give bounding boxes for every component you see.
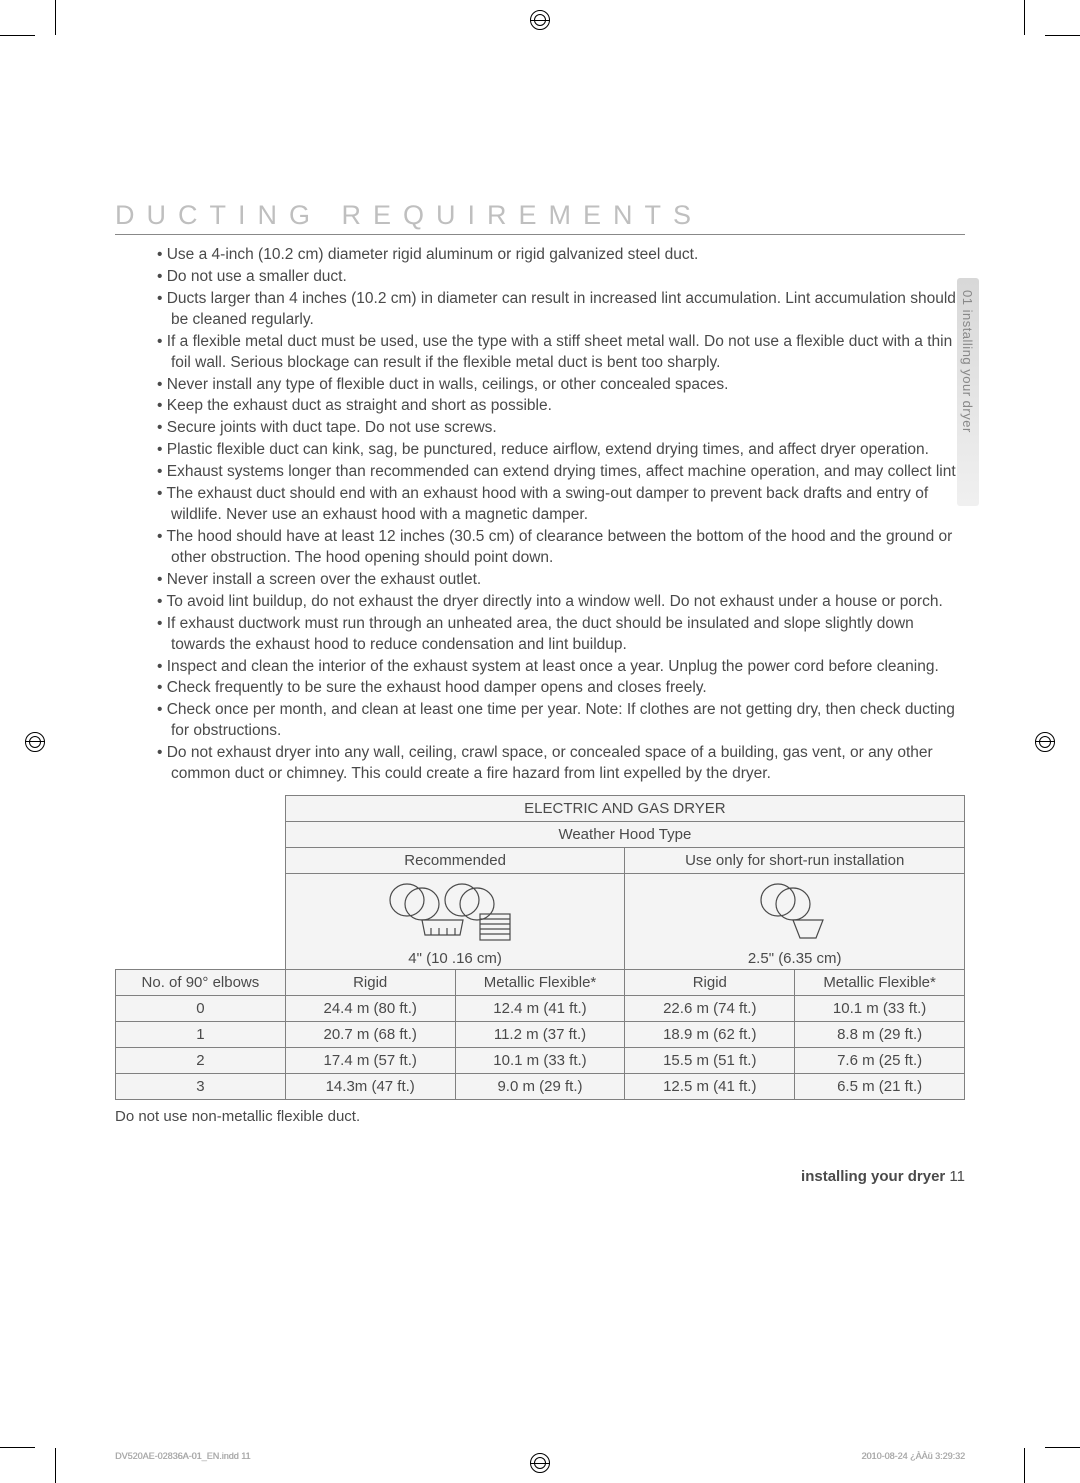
table-cell: 9.0 m (29 ft.)	[455, 1074, 625, 1100]
blank-cell	[116, 796, 286, 822]
bullet-item: To avoid lint buildup, do not exhaust th…	[157, 592, 965, 613]
duct-table: ELECTRIC AND GAS DRYER Weather Hood Type…	[115, 795, 965, 1100]
table-header-row: No. of 90° elbows Rigid Metallic Flexibl…	[116, 970, 965, 996]
print-footer-right: 2010-08-24 ¿ÀÀü 3:29:32	[861, 1451, 965, 1461]
bullet-item: Keep the exhaust duct as straight and sh…	[157, 396, 965, 417]
table-cell: 24.4 m (80 ft.)	[285, 996, 455, 1022]
bullet-item: Exhaust systems longer than recommended …	[157, 462, 965, 483]
table-title: ELECTRIC AND GAS DRYER	[285, 796, 964, 822]
table-cell: 1	[116, 1022, 286, 1048]
bullet-item: Check frequently to be sure the exhaust …	[157, 678, 965, 699]
table-cell: 14.3m (47 ft.)	[285, 1074, 455, 1100]
blank-cell	[116, 822, 286, 848]
col-rigid-1: Rigid	[285, 970, 455, 996]
table-cell: 0	[116, 996, 286, 1022]
hood-25in-label: 2.5" (6.35 cm)	[625, 950, 964, 967]
table-row: 024.4 m (80 ft.)12.4 m (41 ft.)22.6 m (7…	[116, 996, 965, 1022]
blank-cell	[116, 874, 286, 970]
table-cell: 10.1 m (33 ft.)	[455, 1048, 625, 1074]
table-cell: 15.5 m (51 ft.)	[625, 1048, 795, 1074]
table-subtitle: Weather Hood Type	[285, 822, 964, 848]
table-cell: 2	[116, 1048, 286, 1074]
section-heading: DUCTING REQUIREMENTS	[115, 60, 965, 235]
bullet-list: Use a 4-inch (10.2 cm) diameter rigid al…	[115, 245, 965, 785]
bullet-item: Inspect and clean the interior of the ex…	[157, 657, 965, 678]
bullet-item: Use a 4-inch (10.2 cm) diameter rigid al…	[157, 245, 965, 266]
bullet-item: If a flexible metal duct must be used, u…	[157, 332, 965, 374]
table-row: 314.3m (47 ft.)9.0 m (29 ft.)12.5 m (41 …	[116, 1074, 965, 1100]
hood-25in-icon	[750, 880, 840, 950]
bullet-item: Never install a screen over the exhaust …	[157, 570, 965, 591]
elbows-header: No. of 90° elbows	[116, 970, 286, 996]
table-footnote: Do not use non-metallic flexible duct.	[115, 1108, 965, 1125]
print-footer: DV520AE-02836A-01_EN.indd 11 2010-08-24 …	[115, 1451, 965, 1461]
table-cell: 22.6 m (74 ft.)	[625, 996, 795, 1022]
table-cell: 10.1 m (33 ft.)	[795, 996, 965, 1022]
table-cell: 8.8 m (29 ft.)	[795, 1022, 965, 1048]
col-flexible-2: Metallic Flexible*	[795, 970, 965, 996]
bullet-item: If exhaust ductwork must run through an …	[157, 614, 965, 656]
bullet-item: Do not exhaust dryer into any wall, ceil…	[157, 743, 965, 785]
table-cell: 7.6 m (25 ft.)	[795, 1048, 965, 1074]
hood-25in-cell: 2.5" (6.35 cm)	[625, 874, 965, 970]
table-cell: 20.7 m (68 ft.)	[285, 1022, 455, 1048]
hood-4in-label: 4" (10 .16 cm)	[286, 950, 625, 967]
blank-cell	[116, 848, 286, 874]
hood-4in-cell: 4" (10 .16 cm)	[285, 874, 625, 970]
bullet-item: Check once per month, and clean at least…	[157, 700, 965, 742]
page-footer: installing your dryer 11	[801, 1168, 965, 1185]
table-cell: 12.4 m (41 ft.)	[455, 996, 625, 1022]
print-footer-left: DV520AE-02836A-01_EN.indd 11	[115, 1451, 250, 1461]
table-cell: 11.2 m (37 ft.)	[455, 1022, 625, 1048]
page-number: 11	[949, 1168, 965, 1185]
table-row: 120.7 m (68 ft.)11.2 m (37 ft.)18.9 m (6…	[116, 1022, 965, 1048]
table-row: 217.4 m (57 ft.)10.1 m (33 ft.)15.5 m (5…	[116, 1048, 965, 1074]
recommended-header: Recommended	[285, 848, 625, 874]
hood-4in-icon	[385, 880, 525, 950]
bullet-item: The exhaust duct should end with an exha…	[157, 484, 965, 526]
bullet-item: Secure joints with duct tape. Do not use…	[157, 418, 965, 439]
table-cell: 12.5 m (41 ft.)	[625, 1074, 795, 1100]
bullet-item: Plastic flexible duct can kink, sag, be …	[157, 440, 965, 461]
table-cell: 17.4 m (57 ft.)	[285, 1048, 455, 1074]
col-rigid-2: Rigid	[625, 970, 795, 996]
col-flexible-1: Metallic Flexible*	[455, 970, 625, 996]
page-content: 01 installing your dryer DUCTING REQUIRE…	[115, 60, 965, 1125]
bullet-item: Ducts larger than 4 inches (10.2 cm) in …	[157, 289, 965, 331]
table-cell: 3	[116, 1074, 286, 1100]
table-cell: 6.5 m (21 ft.)	[795, 1074, 965, 1100]
short-run-header: Use only for short-run installation	[625, 848, 965, 874]
table-cell: 18.9 m (62 ft.)	[625, 1022, 795, 1048]
bullet-item: Never install any type of flexible duct …	[157, 375, 965, 396]
side-tab-label: 01 installing your dryer	[960, 290, 975, 433]
page-footer-label: installing your dryer	[801, 1168, 949, 1185]
bullet-item: Do not use a smaller duct.	[157, 267, 965, 288]
bullet-item: The hood should have at least 12 inches …	[157, 527, 965, 569]
